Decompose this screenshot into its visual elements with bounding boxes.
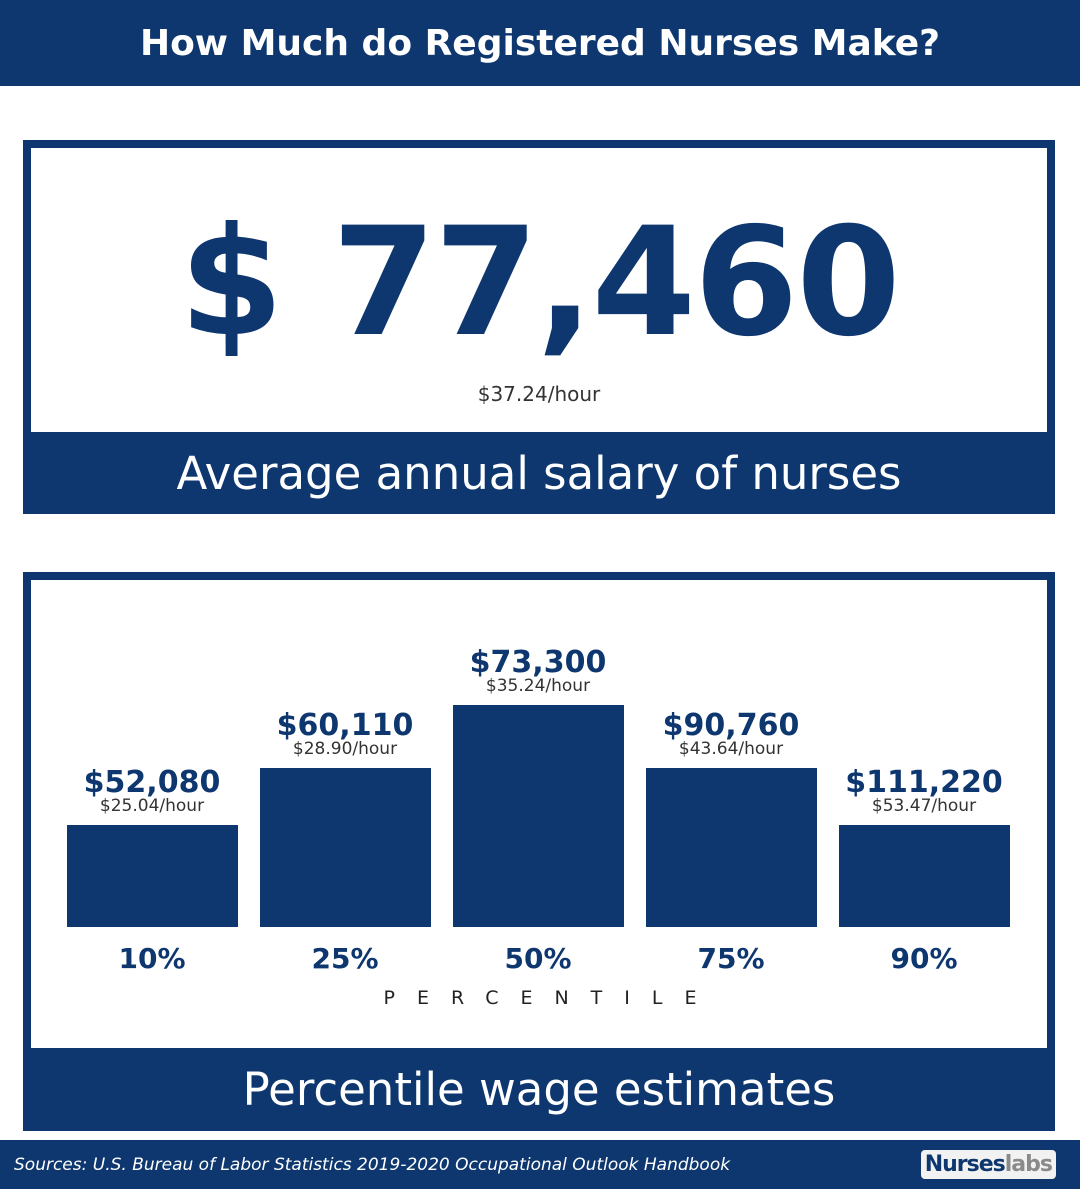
- bar-value-label: $52,080: [83, 765, 221, 800]
- bar-hourly-label: $35.24/hour: [485, 676, 591, 696]
- bar-value-label: $90,760: [662, 708, 800, 743]
- category-label: 90%: [890, 942, 958, 975]
- bar-25pct: [260, 768, 431, 927]
- bar-hourly-label: $28.90/hour: [292, 739, 398, 759]
- page-title: How Much do Registered Nurses Make?: [139, 22, 941, 64]
- bar-hourly-label: $25.04/hour: [99, 796, 205, 816]
- footer: Sources: U.S. Bureau of Labor Statistics…: [0, 1140, 1080, 1189]
- bar-hourly-label: $43.64/hour: [678, 739, 784, 759]
- category-label: 10%: [118, 942, 186, 975]
- bar-75pct: [646, 768, 817, 927]
- bar-50pct: [453, 705, 624, 927]
- chart-title: Percentile wage estimates: [23, 1048, 1055, 1131]
- nurseslabs-logo: Nurseslabs: [920, 1150, 1056, 1179]
- bar-90pct: [839, 825, 1010, 927]
- category-label: 50%: [504, 942, 572, 975]
- average-salary-caption: Average annual salary of nurses: [23, 432, 1055, 514]
- bar-value-label: $73,300: [469, 645, 607, 680]
- average-salary-panel: $ 77,460 $37.24/hour Average annual sala…: [23, 140, 1055, 514]
- average-salary-value: $ 77,460: [179, 196, 900, 370]
- x-axis-label: PERCENTILE: [383, 987, 719, 1009]
- bar-value-label: $60,110: [276, 708, 414, 743]
- category-label: 25%: [311, 942, 379, 975]
- sources-text: Sources: U.S. Bureau of Labor Statistics…: [14, 1154, 731, 1175]
- category-label: 75%: [697, 942, 765, 975]
- average-hourly-value: $37.24/hour: [477, 382, 601, 406]
- bar-10pct: [67, 825, 238, 927]
- bar-hourly-label: $53.47/hour: [871, 796, 977, 816]
- bar-value-label: $111,220: [845, 765, 1003, 800]
- page-header: How Much do Registered Nurses Make?: [0, 0, 1080, 86]
